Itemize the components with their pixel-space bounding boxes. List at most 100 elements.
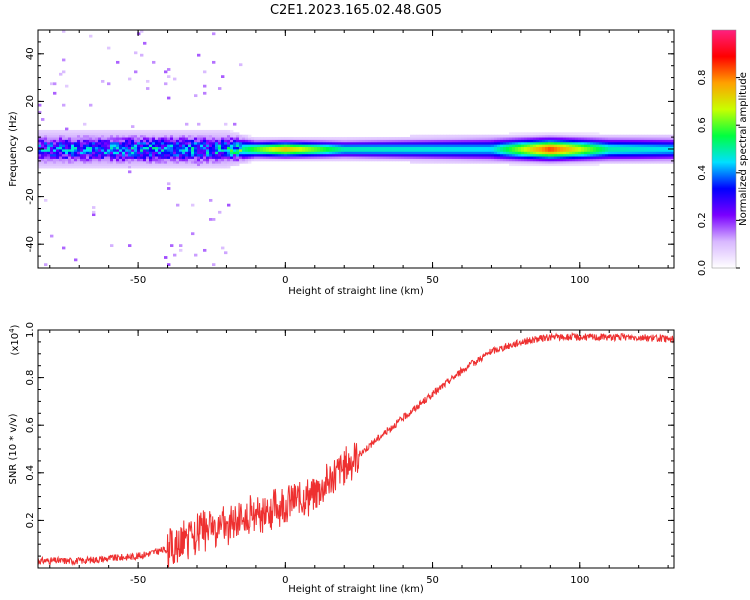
spectrogram-cell bbox=[422, 156, 426, 159]
spectrogram-cell bbox=[89, 144, 93, 148]
spectrogram-cell bbox=[215, 129, 219, 133]
spectrogram-cell bbox=[173, 165, 177, 169]
spectrogram-cell bbox=[380, 153, 384, 157]
spectrogram-cell bbox=[491, 137, 495, 140]
spectrogram-cell bbox=[581, 139, 585, 143]
spectrogram-cell bbox=[242, 153, 246, 157]
spectrogram-cell bbox=[287, 144, 291, 148]
spectrogram-cell bbox=[437, 158, 441, 162]
spectrogram-cell bbox=[170, 137, 174, 140]
spectrogram-cell bbox=[614, 156, 618, 159]
spectrogram-cell bbox=[545, 149, 549, 152]
spectrogram-cell bbox=[416, 160, 420, 164]
spectrogram-cell bbox=[191, 134, 195, 138]
spectrogram-cell bbox=[170, 156, 174, 159]
spectrogram-cell bbox=[122, 146, 126, 150]
spectrogram-cell bbox=[389, 156, 393, 159]
spectrogram-cell bbox=[302, 158, 306, 162]
spectrogram-cell bbox=[248, 139, 252, 143]
spectrogram-cell bbox=[482, 149, 486, 152]
spectrogram-cell bbox=[359, 139, 363, 143]
spectrogram-cell bbox=[440, 144, 444, 148]
spectrogram-cell bbox=[458, 149, 462, 152]
spectrogram-cell bbox=[116, 132, 120, 136]
spectrogram-cell bbox=[500, 151, 504, 155]
spectrogram-cell bbox=[128, 151, 132, 155]
spectrogram-cell bbox=[107, 160, 111, 164]
spectrogram-y-tick-label: 40 bbox=[25, 47, 36, 60]
spectrogram-cell bbox=[266, 153, 270, 157]
spectrogram-cell bbox=[92, 132, 96, 136]
spectrogram-cell bbox=[92, 163, 96, 167]
spectrogram-cell bbox=[167, 163, 171, 167]
spectrogram-cell bbox=[554, 156, 558, 159]
spectrogram-cell bbox=[518, 139, 522, 143]
spectrogram-cell bbox=[59, 158, 63, 162]
spectrogram-cell bbox=[500, 146, 504, 150]
spectrogram-cell bbox=[122, 153, 126, 157]
spectrogram-cell bbox=[353, 158, 357, 162]
spectrogram-cell bbox=[161, 139, 165, 143]
spectrogram-cell bbox=[221, 134, 225, 138]
spectrogram-cell bbox=[602, 139, 606, 143]
spectrogram-cell bbox=[338, 146, 342, 150]
spectrogram-cell bbox=[536, 156, 540, 159]
spectrogram-cell bbox=[512, 141, 516, 145]
spectrogram-cell bbox=[434, 151, 438, 155]
spectrogram-cell bbox=[89, 137, 93, 140]
spectrogram-cell bbox=[164, 160, 168, 164]
spectrogram-cell bbox=[620, 151, 624, 155]
spectrogram-cell bbox=[545, 163, 549, 167]
spectrogram-cell bbox=[560, 160, 564, 164]
spectrogram-cell bbox=[470, 153, 474, 157]
spectrogram-cell bbox=[407, 156, 411, 159]
spectrogram-cell bbox=[131, 129, 135, 133]
spectrogram-cell bbox=[644, 146, 648, 150]
spectrogram-cell bbox=[374, 141, 378, 145]
spectrogram-cell bbox=[281, 158, 285, 162]
spectrogram-cell bbox=[521, 132, 525, 136]
spectrogram-cell bbox=[218, 141, 222, 145]
spectrogram-cell bbox=[620, 134, 624, 138]
spectrogram-cell bbox=[128, 160, 132, 164]
spectrogram-cell bbox=[89, 151, 93, 155]
spectrogram-cell bbox=[170, 153, 174, 157]
spectrogram-cell bbox=[128, 139, 132, 143]
spectrogram-cell bbox=[41, 163, 45, 167]
spectrogram-cell bbox=[224, 146, 228, 150]
spectrogram-cell bbox=[257, 156, 261, 159]
spectrogram-cell bbox=[77, 144, 81, 148]
spectrogram-cell bbox=[608, 146, 612, 150]
spectrogram-cell bbox=[65, 163, 69, 167]
spectrogram-cell bbox=[332, 146, 336, 150]
spectrogram-cell bbox=[614, 144, 618, 148]
spectrogram-cell bbox=[233, 151, 237, 155]
spectrogram-cell bbox=[365, 153, 369, 157]
spectrogram-cell bbox=[653, 151, 657, 155]
spectrogram-cell bbox=[653, 149, 657, 152]
spectrogram-cell bbox=[95, 158, 99, 162]
spectrogram-cell bbox=[425, 134, 429, 138]
spectrogram-cell bbox=[623, 160, 627, 164]
spectrogram-cell bbox=[167, 129, 171, 133]
spectrogram-cell bbox=[458, 134, 462, 138]
spectrogram-cell bbox=[539, 156, 543, 159]
spectrogram-cell bbox=[461, 158, 465, 162]
spectrogram-cell bbox=[503, 144, 507, 148]
spectrogram-cell bbox=[212, 144, 216, 148]
spectrogram-cell bbox=[122, 139, 126, 143]
spectrogram-cell bbox=[449, 137, 453, 140]
spectrogram-cell bbox=[56, 141, 60, 145]
spectrogram-cell bbox=[161, 160, 165, 164]
spectrogram-cell bbox=[173, 144, 177, 148]
spectrogram-cell bbox=[575, 132, 579, 136]
spectrogram-cell bbox=[170, 139, 174, 143]
spectrogram-cell bbox=[443, 160, 447, 164]
spectrogram-cell bbox=[464, 153, 468, 157]
spectrogram-cell bbox=[320, 141, 324, 145]
spectrogram-cell bbox=[542, 158, 546, 162]
spectrogram-cell bbox=[38, 153, 42, 157]
spectrogram-cell bbox=[530, 160, 534, 164]
spectrogram-cell bbox=[38, 132, 42, 136]
spectrogram-cell bbox=[611, 149, 615, 152]
